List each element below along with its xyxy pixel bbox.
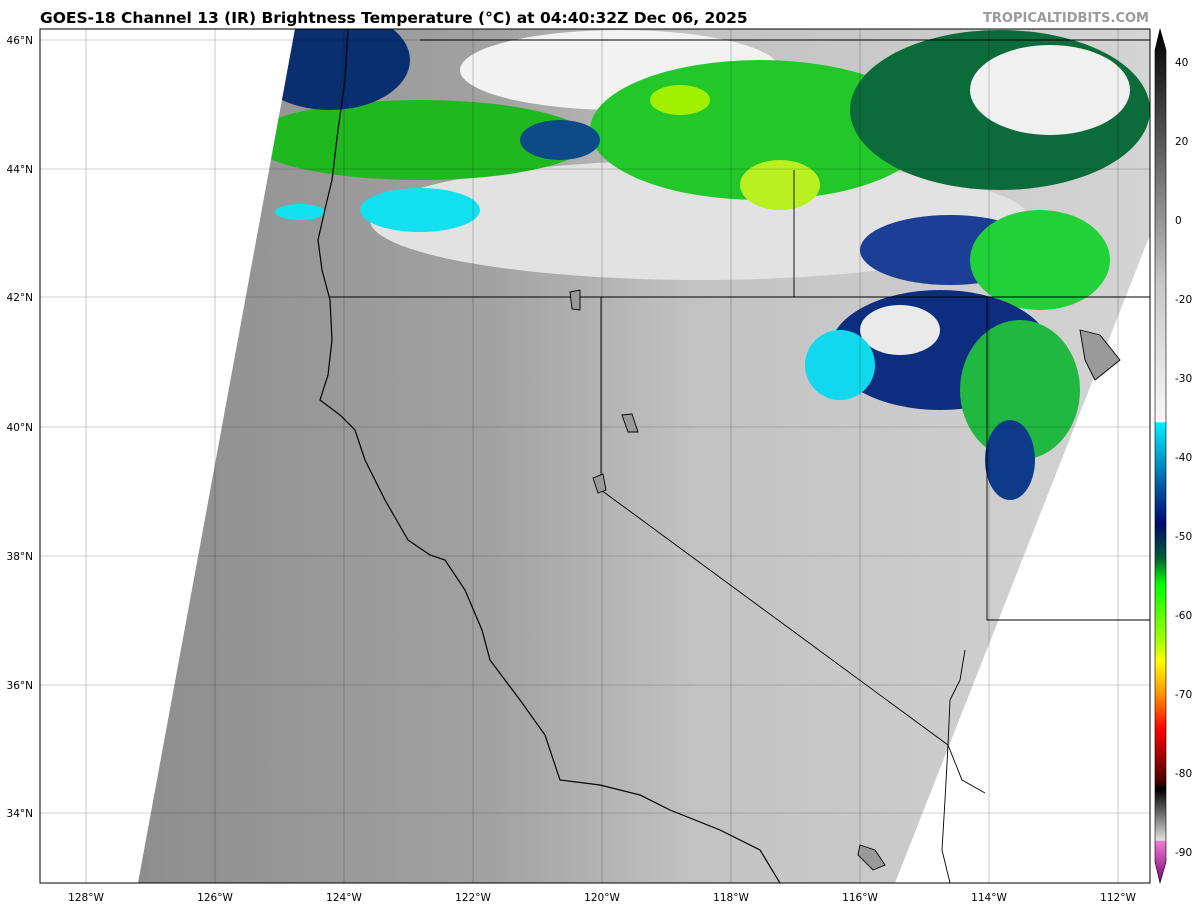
- lat-label: 34°N: [7, 808, 33, 820]
- lon-label: 126°W: [197, 892, 233, 904]
- colorbar-tick: 40: [1175, 57, 1188, 69]
- colorbar-tick: -50: [1175, 531, 1192, 543]
- colorbar-tick: -30: [1175, 373, 1192, 385]
- lon-label: 118°W: [713, 892, 749, 904]
- lat-label: 38°N: [7, 551, 33, 563]
- cloud-field: [250, 29, 1150, 500]
- lon-label: 124°W: [326, 892, 362, 904]
- lon-label: 120°W: [584, 892, 620, 904]
- watermark: TROPICALTIDBITS.COM: [983, 11, 1149, 26]
- lakes: [569, 289, 1121, 871]
- lat-label: 36°N: [7, 680, 33, 692]
- colorbar-tick: 20: [1175, 136, 1188, 148]
- lon-label: 112°W: [1100, 892, 1136, 904]
- colorbar-tick: 0: [1175, 215, 1182, 227]
- colorbar-tick: -20: [1175, 294, 1192, 306]
- lon-label: 114°W: [971, 892, 1007, 904]
- colorbar-tick: -80: [1175, 768, 1192, 780]
- lon-label: 128°W: [68, 892, 104, 904]
- colorbar-tick: -60: [1175, 610, 1192, 622]
- coastline: [317, 28, 781, 884]
- lat-label: 44°N: [7, 164, 33, 176]
- colorbar-tick: -70: [1175, 689, 1192, 701]
- map-frame: [39, 28, 1151, 884]
- colorbar-tick: -40: [1175, 452, 1192, 464]
- colorbar: [1154, 27, 1167, 885]
- chart-title: GOES-18 Channel 13 (IR) Brightness Tempe…: [40, 9, 748, 27]
- lat-label: 46°N: [7, 35, 33, 47]
- longitude-labels: 128°W 126°W 124°W 122°W 120°W 118°W 116°…: [68, 892, 1136, 904]
- lat-label: 40°N: [7, 422, 33, 434]
- lon-label: 116°W: [842, 892, 878, 904]
- lon-label: 122°W: [455, 892, 491, 904]
- latitude-labels: 46°N 44°N 42°N 40°N 38°N 36°N 34°N: [7, 35, 33, 820]
- colorbar-tick: -90: [1175, 847, 1192, 859]
- colorbar-ticks: 40 20 0 -20 -30 -40 -50 -60 -70 -80 -90: [1175, 57, 1192, 859]
- lat-label: 42°N: [7, 292, 33, 304]
